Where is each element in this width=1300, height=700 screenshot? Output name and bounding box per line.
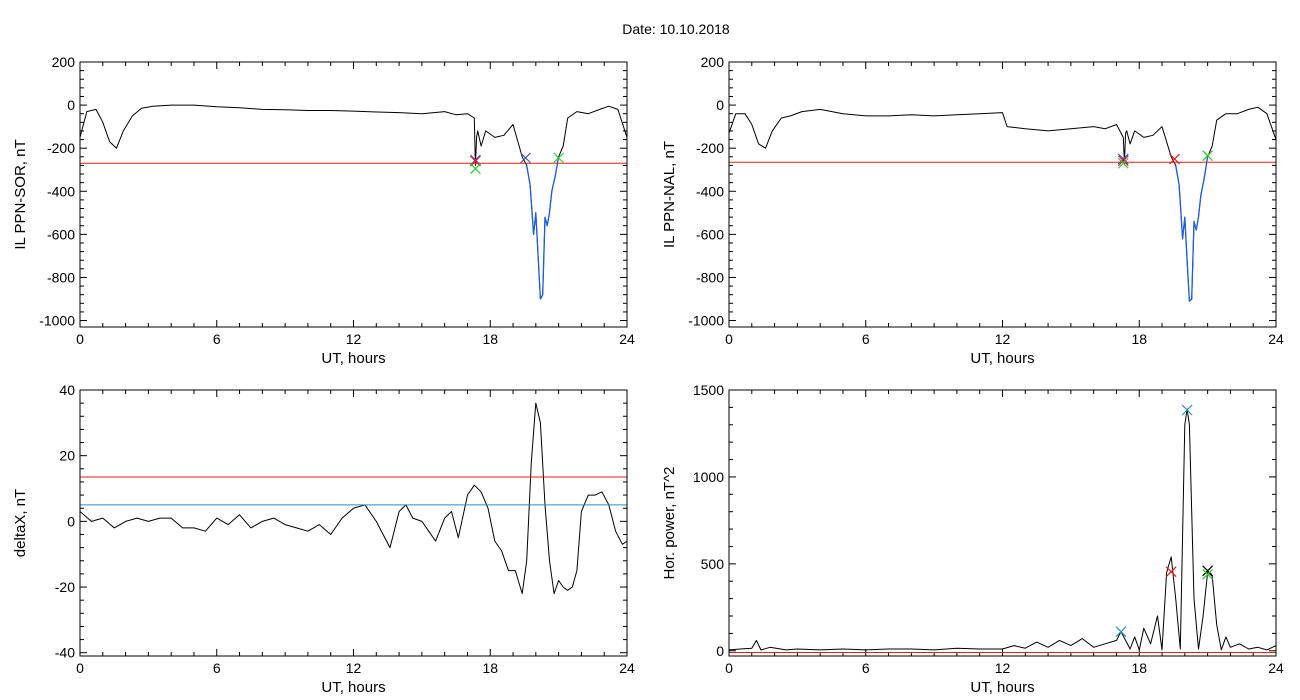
- event-marker: [1115, 626, 1127, 638]
- x-tick-label: 24: [1268, 331, 1284, 347]
- y-tick-label: 0: [67, 97, 75, 113]
- x-tick-label: 12: [995, 331, 1011, 347]
- x-tick-label: 18: [482, 331, 498, 347]
- x-tick-label: 0: [76, 331, 84, 347]
- x-tick-label: 12: [346, 331, 362, 347]
- x-axis-title: UT, hours: [970, 679, 1034, 696]
- y-tick-label: -20: [55, 579, 75, 595]
- x-axis-title: UT, hours: [970, 350, 1034, 367]
- x-tick-label: 24: [1268, 660, 1284, 676]
- y-tick-label: 200: [52, 54, 76, 70]
- x-tick-label: 18: [1131, 331, 1147, 347]
- chart-hor-power: 0 6 12 18 24 0 500 1000 1500 UT, hours Hor. power,…: [661, 382, 1284, 696]
- x-tick-label: 6: [213, 331, 221, 347]
- plot-frame: [79, 389, 628, 657]
- y-tick-label: -40: [55, 645, 75, 661]
- figure-title: Date: 10.10.2018: [622, 21, 730, 37]
- y-tick-label: 20: [59, 448, 75, 464]
- x-axis-title: UT, hours: [321, 679, 385, 696]
- series-index: [80, 104, 627, 300]
- chart-ppn-sor: 0 6 12 18 24 -1000 -800 -600 -400 -200 0 200 UT, hou…: [12, 54, 635, 367]
- y-axis-title: IL PPN-NAL, nT: [661, 141, 678, 248]
- event-marker: [470, 155, 481, 167]
- y-tick-label: -400: [47, 183, 75, 199]
- x-tick-label: 24: [619, 331, 635, 347]
- y-tick-label: 40: [59, 382, 75, 398]
- event-marker: [1202, 150, 1214, 162]
- x-tick-label: 18: [482, 660, 498, 676]
- event-marker: [1202, 568, 1214, 580]
- y-tick-label: 1000: [693, 469, 724, 485]
- event-marker: [1117, 153, 1129, 165]
- y-tick-label: 1500: [693, 382, 724, 398]
- y-tick-label: -400: [696, 183, 724, 199]
- x-tick-label: 0: [725, 660, 733, 676]
- y-tick-label: -800: [47, 269, 75, 285]
- event-marker: [1181, 404, 1193, 416]
- y-tick-label: 0: [67, 513, 75, 529]
- series-index: [729, 408, 1276, 651]
- event-marker: [1117, 155, 1129, 167]
- y-axis-title: deltaX, nT: [12, 489, 29, 557]
- event-marker: [470, 163, 481, 175]
- y-axis-title: Hor. power, nT^2: [661, 467, 678, 580]
- x-tick-label: 12: [995, 660, 1011, 676]
- series-index: [729, 106, 1276, 302]
- event-marker: [1169, 153, 1181, 165]
- event-marker: [1117, 157, 1129, 169]
- x-tick-label: 6: [862, 331, 870, 347]
- series-active-interval: [1175, 156, 1209, 302]
- x-tick-label: 12: [346, 660, 362, 676]
- x-tick-label: 6: [862, 660, 870, 676]
- y-tick-label: -200: [696, 140, 724, 156]
- plot-frame: [728, 389, 1277, 657]
- y-tick-label: -200: [47, 140, 75, 156]
- plot-frame: [728, 61, 1277, 328]
- chart-deltax: 0 6 12 18 24 -40 -20 0 20 40 UT, hours deltaX, nT: [12, 382, 635, 696]
- event-marker: [553, 152, 565, 164]
- x-tick-label: 18: [1131, 660, 1147, 676]
- y-tick-label: -1000: [688, 313, 724, 329]
- event-marker: [470, 154, 481, 166]
- x-tick-label: 24: [619, 660, 635, 676]
- event-marker: [520, 152, 532, 164]
- y-tick-label: -600: [696, 226, 724, 242]
- y-tick-label: 0: [716, 643, 724, 659]
- x-tick-label: 0: [725, 331, 733, 347]
- y-tick-label: 200: [701, 54, 725, 70]
- event-marker: [1202, 565, 1214, 577]
- x-axis-title: UT, hours: [321, 350, 385, 367]
- series-index: [80, 402, 627, 595]
- y-tick-label: 0: [716, 97, 724, 113]
- series-active-interval: [526, 156, 560, 300]
- x-tick-label: 6: [213, 660, 221, 676]
- event-marker: [1165, 566, 1177, 578]
- y-tick-label: -800: [696, 269, 724, 285]
- chart-ppn-nal: 0 6 12 18 24 -1000 -800 -600 -400 -200 0 200 UT, hou…: [661, 54, 1284, 367]
- x-tick-label: 0: [76, 660, 84, 676]
- y-tick-label: -600: [47, 226, 75, 242]
- y-tick-label: 500: [701, 556, 725, 572]
- y-tick-label: -1000: [39, 313, 75, 329]
- plot-frame: [79, 61, 628, 328]
- y-axis-title: IL PPN-SOR, nT: [12, 139, 29, 249]
